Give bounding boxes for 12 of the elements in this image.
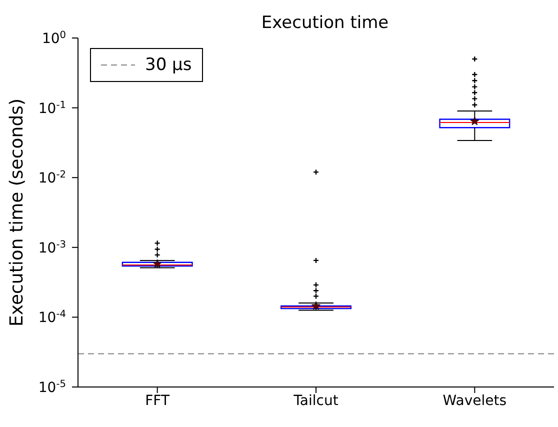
y-tick-label: 10$^{-1}$ [38, 99, 66, 117]
x-tick-label: FFT [145, 392, 170, 409]
y-tick-label: 10$^{-2}$ [38, 169, 66, 187]
y-tick-label: 10$^{-3}$ [38, 238, 66, 256]
x-tick-label: Wavelets [442, 392, 507, 409]
y-tick-label: 10$^{-5}$ [38, 378, 66, 396]
y-tick-label: 10$^{-4}$ [38, 308, 66, 326]
y-tick-label: 10$^{0}$ [42, 30, 66, 47]
x-tick-label: Tailcut [292, 392, 339, 409]
chart-title: Execution time [261, 13, 389, 33]
legend-label: 30 μs [145, 55, 192, 75]
y-axis-title: Execution time (seconds) [6, 98, 28, 327]
